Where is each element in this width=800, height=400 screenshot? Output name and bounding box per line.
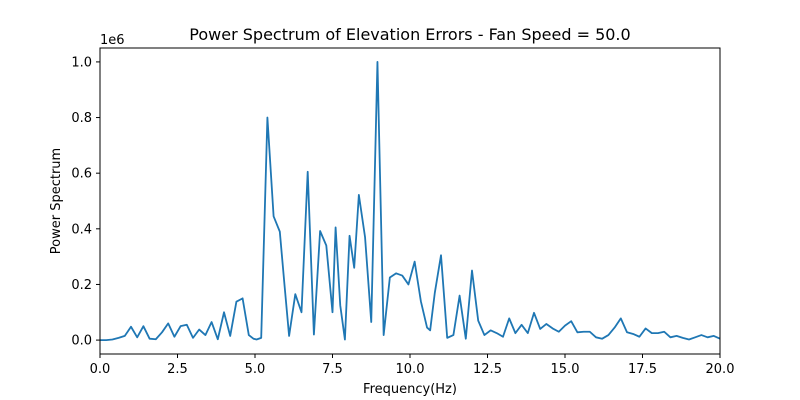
series-line bbox=[100, 61, 721, 341]
chart-title: Power Spectrum of Elevation Errors - Fan… bbox=[189, 25, 630, 44]
x-tick-label: 0.0 bbox=[90, 362, 111, 377]
y-tick-label: 0.4 bbox=[71, 222, 92, 237]
x-axis-label: Frequency(Hz) bbox=[363, 382, 457, 397]
y-tick-label: 0.8 bbox=[71, 111, 92, 126]
x-tick-label: 7.5 bbox=[322, 362, 343, 377]
plot-frame bbox=[99, 47, 721, 355]
y-tick-label: 0.6 bbox=[71, 167, 92, 182]
x-tick-label: 2.5 bbox=[167, 362, 188, 377]
y-tick-label: 1.0 bbox=[71, 55, 92, 70]
y-axis-ticks: 0.0 0.2 0.4 0.6 0.8 1.0 bbox=[71, 55, 100, 349]
x-tick-label: 20.0 bbox=[706, 362, 735, 377]
x-tick-label: 12.5 bbox=[473, 362, 502, 377]
x-tick-label: 15.0 bbox=[551, 362, 580, 377]
y-offset-label: 1e6 bbox=[100, 33, 125, 48]
y-axis-label: Power Spectrum bbox=[49, 148, 64, 254]
y-tick-label: 0.0 bbox=[71, 334, 92, 349]
x-tick-label: 17.5 bbox=[628, 362, 657, 377]
x-tick-label: 10.0 bbox=[396, 362, 425, 377]
y-tick-label: 0.2 bbox=[71, 278, 92, 293]
x-axis-ticks: 0.0 2.5 5.0 7.5 10.0 12.5 15.0 17.5 20.0 bbox=[90, 354, 735, 377]
x-tick-label: 5.0 bbox=[245, 362, 266, 377]
